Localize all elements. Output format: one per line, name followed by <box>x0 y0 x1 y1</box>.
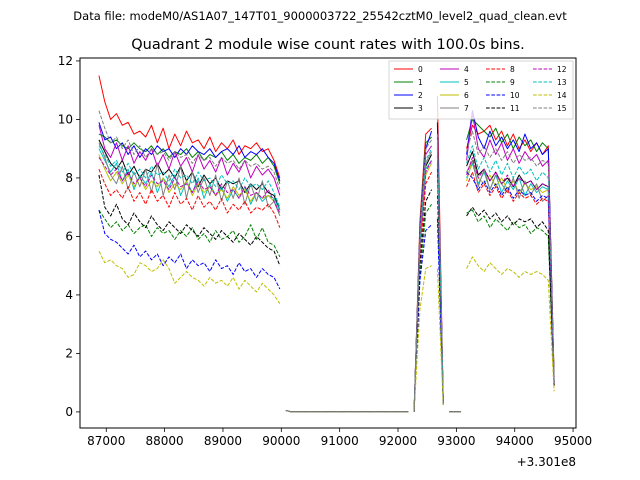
series-15-segment <box>436 134 444 404</box>
series-2-segment <box>98 122 281 182</box>
series-line-8 <box>98 163 555 413</box>
series-15-segment <box>466 130 555 383</box>
y-tick-label: 8 <box>65 171 73 185</box>
x-axis: 87000 88000 89000 90000 91000 92000 93000 94000… <box>87 428 592 448</box>
legend-frame <box>388 60 574 120</box>
series-14-segment <box>466 256 555 392</box>
y-tick-label: 6 <box>65 229 73 243</box>
series-line-2 <box>98 110 555 413</box>
series-2-segment <box>466 110 555 383</box>
x-tick-label: 87000 <box>87 434 125 448</box>
series-4-segment <box>98 125 281 196</box>
series-9-segment <box>98 209 281 258</box>
series-9-segment <box>413 203 432 412</box>
series-14-segment <box>98 250 281 304</box>
legend-label-10: 10 <box>510 91 520 100</box>
series-11-segment <box>413 189 433 412</box>
y-tick-label: 4 <box>65 288 73 302</box>
series-15-segment <box>98 110 281 190</box>
legend-label-6: 6 <box>464 91 469 100</box>
series-1-segment <box>466 118 555 380</box>
legend-label-8: 8 <box>510 65 515 74</box>
series-7-segment <box>98 142 281 217</box>
series-layer <box>98 75 555 413</box>
series-14-segment <box>436 268 444 407</box>
series-13-segment <box>466 145 555 383</box>
legend-label-5: 5 <box>464 78 469 87</box>
legend-label-12: 12 <box>557 65 567 74</box>
series-8-segment <box>98 168 281 228</box>
legend-label-1: 1 <box>418 78 423 87</box>
series-11-segment <box>98 174 281 266</box>
series-line-12 <box>98 154 555 413</box>
x-axis-offset-label: +3.301e8 <box>517 455 576 469</box>
legend-label-14: 14 <box>557 91 567 100</box>
series-8-segment <box>466 171 555 386</box>
legend-label-0: 0 <box>418 65 423 74</box>
series-10-segment <box>466 171 555 386</box>
x-tick-label: 89000 <box>204 434 242 448</box>
y-tick-label: 2 <box>65 346 73 360</box>
series-6-segment <box>466 159 555 383</box>
series-line-11 <box>98 169 555 413</box>
y-axis: 0 2 4 6 8 10 12 <box>58 54 80 419</box>
series-line-14 <box>98 250 555 413</box>
series-12-segment <box>466 156 555 383</box>
series-line-6 <box>98 154 555 413</box>
y-tick-label: 0 <box>65 405 73 419</box>
legend-label-11: 11 <box>510 104 520 113</box>
x-tick-label: 90000 <box>262 434 300 448</box>
series-10-segment <box>98 209 281 290</box>
series-7-segment <box>466 159 555 383</box>
x-tick-label: 93000 <box>437 434 475 448</box>
series-11-segment <box>466 206 555 386</box>
y-tick-label: 10 <box>58 112 73 126</box>
series-13-segment <box>98 145 281 208</box>
series-line-15 <box>98 110 555 413</box>
legend-label-4: 4 <box>464 65 469 74</box>
series-0-segment <box>98 75 281 179</box>
x-tick-label: 91000 <box>321 434 359 448</box>
x-tick-label: 92000 <box>379 434 417 448</box>
x-tick-label: 88000 <box>146 434 184 448</box>
series-line-9 <box>98 195 555 413</box>
legend-label-3: 3 <box>418 104 423 113</box>
legend-label-13: 13 <box>557 78 567 87</box>
plot-frame <box>79 57 577 429</box>
legend-label-7: 7 <box>464 104 469 113</box>
series-15-segment <box>285 409 409 413</box>
chart-title: Quadrant 2 module wise count rates with … <box>131 37 525 53</box>
legend-label-2: 2 <box>418 91 423 100</box>
data-file-label: Data file: modeM0/AS1A07_147T01_90000037… <box>73 9 567 23</box>
y-tick-label: 12 <box>58 54 73 68</box>
series-9-segment <box>466 209 555 386</box>
series-14-segment <box>413 265 432 412</box>
legend-label-15: 15 <box>557 104 567 113</box>
legend-label-9: 9 <box>510 78 515 87</box>
series-line-0 <box>98 75 555 413</box>
x-tick-label: 94000 <box>496 434 534 448</box>
series-12-segment <box>98 157 281 214</box>
series-4-segment <box>466 113 555 383</box>
x-tick-label: 95000 <box>554 434 592 448</box>
series-line-10 <box>98 171 555 413</box>
